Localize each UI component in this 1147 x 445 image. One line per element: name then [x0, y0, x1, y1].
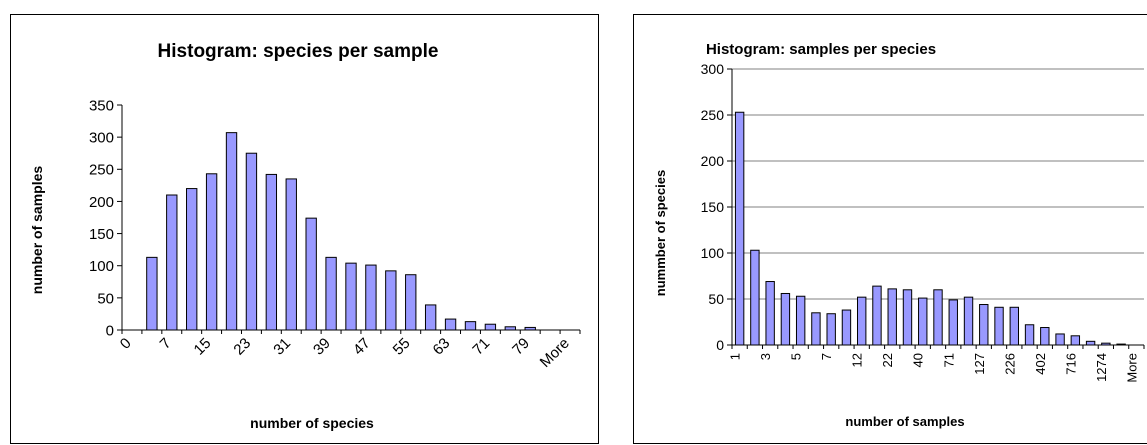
- x-tick-label: 15: [191, 335, 215, 359]
- bar: [146, 256, 158, 331]
- bar: [225, 132, 238, 331]
- x-tick-label: More: [537, 335, 573, 371]
- bar: [1085, 340, 1096, 346]
- bar: [186, 188, 198, 331]
- bar: [1009, 306, 1019, 346]
- bar: [365, 264, 377, 331]
- bar: [285, 178, 297, 331]
- bar: [795, 295, 806, 346]
- x-axis-title: number of samples: [845, 414, 964, 429]
- x-tick-label: 63: [430, 335, 454, 359]
- bar: [750, 249, 760, 346]
- bar: [872, 285, 882, 346]
- bar: [1040, 327, 1050, 346]
- x-tick-label: 1: [728, 353, 743, 360]
- y-tick-label: 0: [716, 337, 724, 353]
- bar: [166, 194, 178, 331]
- x-tick-label: 22: [880, 353, 895, 367]
- bar: [385, 270, 397, 331]
- bar: [325, 256, 337, 331]
- bar: [405, 274, 417, 331]
- y-tick-label: 200: [89, 194, 114, 211]
- y-tick-label: 100: [89, 258, 114, 275]
- x-tick-label: 226: [1002, 353, 1017, 375]
- y-axis-title: nummber of species: [653, 170, 668, 296]
- bar: [1070, 335, 1081, 346]
- x-tick-label: 7: [157, 335, 175, 353]
- bar: [765, 281, 775, 346]
- chart-title: Histogram: samples per species: [706, 41, 936, 58]
- y-tick-label: 150: [89, 226, 114, 243]
- y-tick-label: 300: [89, 130, 114, 147]
- x-tick-label: 0: [117, 335, 135, 353]
- bar: [933, 289, 943, 346]
- x-tick-label: 12: [850, 353, 865, 367]
- y-tick-label: 300: [701, 61, 725, 77]
- x-tick-label: More: [1124, 353, 1139, 383]
- x-tick-label: 55: [390, 335, 414, 359]
- y-tick-label: 350: [89, 97, 114, 114]
- bar: [444, 318, 457, 331]
- x-tick-label: 3: [758, 353, 773, 360]
- bar: [1024, 324, 1035, 346]
- bar: [887, 288, 897, 346]
- y-tick-label: 100: [701, 245, 725, 261]
- x-tick-label: 39: [310, 335, 334, 359]
- bar: [780, 292, 791, 346]
- x-tick-label: 71: [941, 353, 956, 367]
- bar: [841, 309, 852, 346]
- y-tick-label: 250: [701, 107, 725, 123]
- y-tick-label: 50: [97, 290, 114, 307]
- x-tick-label: 7: [819, 353, 834, 360]
- y-tick-label: 0: [106, 322, 114, 339]
- y-axis-title: number of samples: [29, 166, 45, 295]
- x-tick-label: 47: [350, 335, 374, 359]
- x-tick-label: 40: [911, 353, 926, 367]
- right-chart-panel: Histogram: samples per species nummber o…: [633, 14, 1147, 444]
- y-tick-label: 50: [708, 291, 724, 307]
- x-tick-label: 23: [230, 335, 254, 359]
- x-axis-title: number of species: [250, 415, 374, 431]
- x-tick-label: 402: [1033, 353, 1048, 375]
- x-tick-label: 716: [1063, 353, 1078, 375]
- left-chart-panel: Histogram: species per sample number of …: [10, 14, 599, 444]
- bar: [205, 173, 218, 331]
- y-tick-label: 250: [89, 162, 114, 179]
- y-tick-label: 150: [701, 199, 725, 215]
- chart-title: Histogram: species per sample: [158, 41, 439, 62]
- bar: [826, 313, 836, 346]
- y-tick-label: 200: [701, 153, 725, 169]
- samples-per-species-chart: Histogram: samples per species nummber o…: [653, 41, 1145, 429]
- bar: [918, 297, 928, 346]
- bar: [265, 173, 278, 331]
- bar: [424, 304, 437, 331]
- species-per-sample-chart: Histogram: species per sample number of …: [29, 41, 581, 431]
- bar: [484, 323, 497, 331]
- bar: [811, 312, 821, 346]
- x-tick-label: 1274: [1094, 353, 1109, 382]
- bar: [948, 299, 958, 346]
- x-tick-label: 79: [509, 335, 533, 359]
- x-tick-label: 127: [972, 353, 987, 375]
- bar: [979, 304, 989, 346]
- bar: [1055, 333, 1065, 346]
- bar: [345, 262, 357, 331]
- bar: [245, 152, 258, 331]
- x-tick-label: 31: [270, 335, 294, 359]
- bar: [464, 321, 477, 331]
- x-tick-label: 5: [789, 353, 804, 360]
- bar: [857, 296, 867, 346]
- bar: [963, 296, 974, 346]
- bar: [994, 306, 1004, 346]
- bar: [305, 217, 317, 331]
- bar: [902, 289, 913, 346]
- x-tick-label: 71: [469, 335, 493, 359]
- bar: [734, 111, 745, 346]
